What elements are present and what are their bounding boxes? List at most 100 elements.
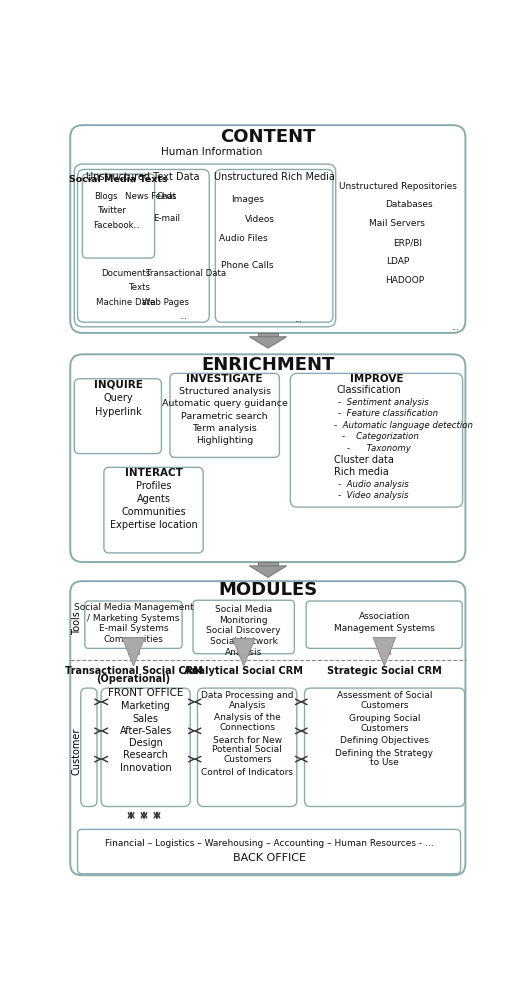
Text: INQUIRE: INQUIRE xyxy=(94,379,142,389)
Polygon shape xyxy=(379,638,390,654)
Text: -  Audio analysis: - Audio analysis xyxy=(338,480,408,489)
FancyBboxPatch shape xyxy=(104,467,203,553)
Text: Twitter: Twitter xyxy=(98,206,127,215)
FancyBboxPatch shape xyxy=(77,829,461,874)
Text: HADOOP: HADOOP xyxy=(385,276,425,285)
Polygon shape xyxy=(122,638,145,666)
Text: Communities: Communities xyxy=(121,508,186,518)
Text: Documents: Documents xyxy=(101,269,150,278)
FancyBboxPatch shape xyxy=(215,170,333,322)
FancyBboxPatch shape xyxy=(306,601,462,649)
Text: Tools: Tools xyxy=(72,611,82,635)
Text: Social Media Management: Social Media Management xyxy=(74,603,194,612)
Text: After-Sales: After-Sales xyxy=(119,726,172,736)
Text: Blogs: Blogs xyxy=(94,191,117,200)
Text: Monitoring: Monitoring xyxy=(220,616,268,625)
Text: Analytical Social CRM: Analytical Social CRM xyxy=(184,666,303,676)
Text: CONTENT: CONTENT xyxy=(220,128,316,146)
Text: Agents: Agents xyxy=(137,494,170,505)
Text: Social Media: Social Media xyxy=(215,605,272,614)
Text: Innovation: Innovation xyxy=(120,763,172,773)
Text: Connections: Connections xyxy=(219,723,276,732)
Text: Management Systems: Management Systems xyxy=(334,624,435,633)
Text: Term analysis: Term analysis xyxy=(192,424,257,433)
Text: Highlighting: Highlighting xyxy=(196,436,253,445)
FancyBboxPatch shape xyxy=(83,174,155,258)
Text: ...: ... xyxy=(179,312,187,321)
Text: Financial – Logistics – Warehousing – Accounting – Human Resources - …: Financial – Logistics – Warehousing – Ac… xyxy=(105,838,434,847)
Text: ...: ... xyxy=(294,314,302,323)
Text: Defining the Strategy: Defining the Strategy xyxy=(335,749,434,758)
Text: Cluster data: Cluster data xyxy=(334,455,394,465)
Text: Images: Images xyxy=(231,194,264,203)
Text: E-mail: E-mail xyxy=(153,214,180,223)
Text: ENRICHMENT: ENRICHMENT xyxy=(201,356,335,374)
Text: Social Network: Social Network xyxy=(210,637,278,646)
Polygon shape xyxy=(128,638,139,654)
Text: Search for New: Search for New xyxy=(213,735,282,745)
Text: Communities: Communities xyxy=(104,635,163,644)
Text: Web Pages: Web Pages xyxy=(142,298,189,307)
Polygon shape xyxy=(249,336,287,348)
Text: Unstructured Rich Media: Unstructured Rich Media xyxy=(214,172,335,183)
Text: Potential Social: Potential Social xyxy=(212,745,282,755)
Text: INVESTIGATE: INVESTIGATE xyxy=(186,374,263,384)
FancyBboxPatch shape xyxy=(304,688,464,806)
Text: Customers: Customers xyxy=(360,701,408,710)
Text: Classification: Classification xyxy=(336,385,401,395)
Text: Data Processing and: Data Processing and xyxy=(201,691,293,700)
Text: Design: Design xyxy=(129,738,163,748)
FancyBboxPatch shape xyxy=(193,600,294,654)
Polygon shape xyxy=(373,638,396,666)
Text: Machine Data: Machine Data xyxy=(96,298,155,307)
FancyBboxPatch shape xyxy=(70,354,465,562)
Text: Human Information: Human Information xyxy=(161,147,262,157)
Text: Analysis: Analysis xyxy=(229,701,266,710)
FancyBboxPatch shape xyxy=(77,170,209,322)
Text: Research: Research xyxy=(123,750,168,760)
Text: ...: ... xyxy=(451,323,459,332)
Text: Videos: Videos xyxy=(245,215,275,224)
FancyBboxPatch shape xyxy=(81,688,97,806)
Text: IMPROVE: IMPROVE xyxy=(349,374,403,384)
Text: Mail Servers: Mail Servers xyxy=(369,219,425,228)
FancyBboxPatch shape xyxy=(170,373,279,457)
Text: Query: Query xyxy=(103,393,133,403)
Text: Parametric search: Parametric search xyxy=(181,412,268,421)
Polygon shape xyxy=(258,333,278,336)
Text: Social Discovery: Social Discovery xyxy=(207,626,281,635)
Text: Sales: Sales xyxy=(133,713,158,723)
FancyBboxPatch shape xyxy=(290,373,463,507)
FancyBboxPatch shape xyxy=(74,379,162,453)
Text: Automatic query guidance: Automatic query guidance xyxy=(162,400,288,409)
Text: Control of Indicators: Control of Indicators xyxy=(201,768,293,777)
Text: LDAP: LDAP xyxy=(386,257,410,266)
Text: Unstructured Repositories: Unstructured Repositories xyxy=(339,182,457,190)
Text: Analysis of the: Analysis of the xyxy=(214,713,281,722)
Text: (Operational): (Operational) xyxy=(96,674,170,683)
Text: -  Automatic language detection: - Automatic language detection xyxy=(334,421,473,430)
Text: Association: Association xyxy=(359,612,410,621)
Text: Structured analysis: Structured analysis xyxy=(179,387,271,396)
Text: Defining Objectives: Defining Objectives xyxy=(340,736,429,745)
Text: / Marketing Systems: / Marketing Systems xyxy=(87,614,180,623)
Text: News Feeds: News Feeds xyxy=(126,191,177,200)
Text: FRONT OFFICE: FRONT OFFICE xyxy=(108,688,184,698)
Text: Chat: Chat xyxy=(157,191,177,200)
FancyBboxPatch shape xyxy=(74,164,336,326)
Text: Unstructured Text Data: Unstructured Text Data xyxy=(86,172,200,183)
FancyBboxPatch shape xyxy=(85,601,182,649)
Polygon shape xyxy=(238,639,249,656)
FancyBboxPatch shape xyxy=(70,125,465,333)
Polygon shape xyxy=(258,562,278,565)
Text: Strategic Social CRM: Strategic Social CRM xyxy=(327,666,442,676)
Text: Grouping Social: Grouping Social xyxy=(349,714,420,723)
Text: Customer: Customer xyxy=(72,728,82,775)
Text: -  Feature classification: - Feature classification xyxy=(338,410,438,419)
Text: Audio Files: Audio Files xyxy=(219,234,267,243)
Text: Customers: Customers xyxy=(223,755,271,765)
Text: ERP/BI: ERP/BI xyxy=(393,238,423,247)
Text: Analysis: Analysis xyxy=(225,648,263,657)
Text: Transactional Data: Transactional Data xyxy=(145,269,226,278)
Text: -    Categorization: - Categorization xyxy=(342,433,419,441)
